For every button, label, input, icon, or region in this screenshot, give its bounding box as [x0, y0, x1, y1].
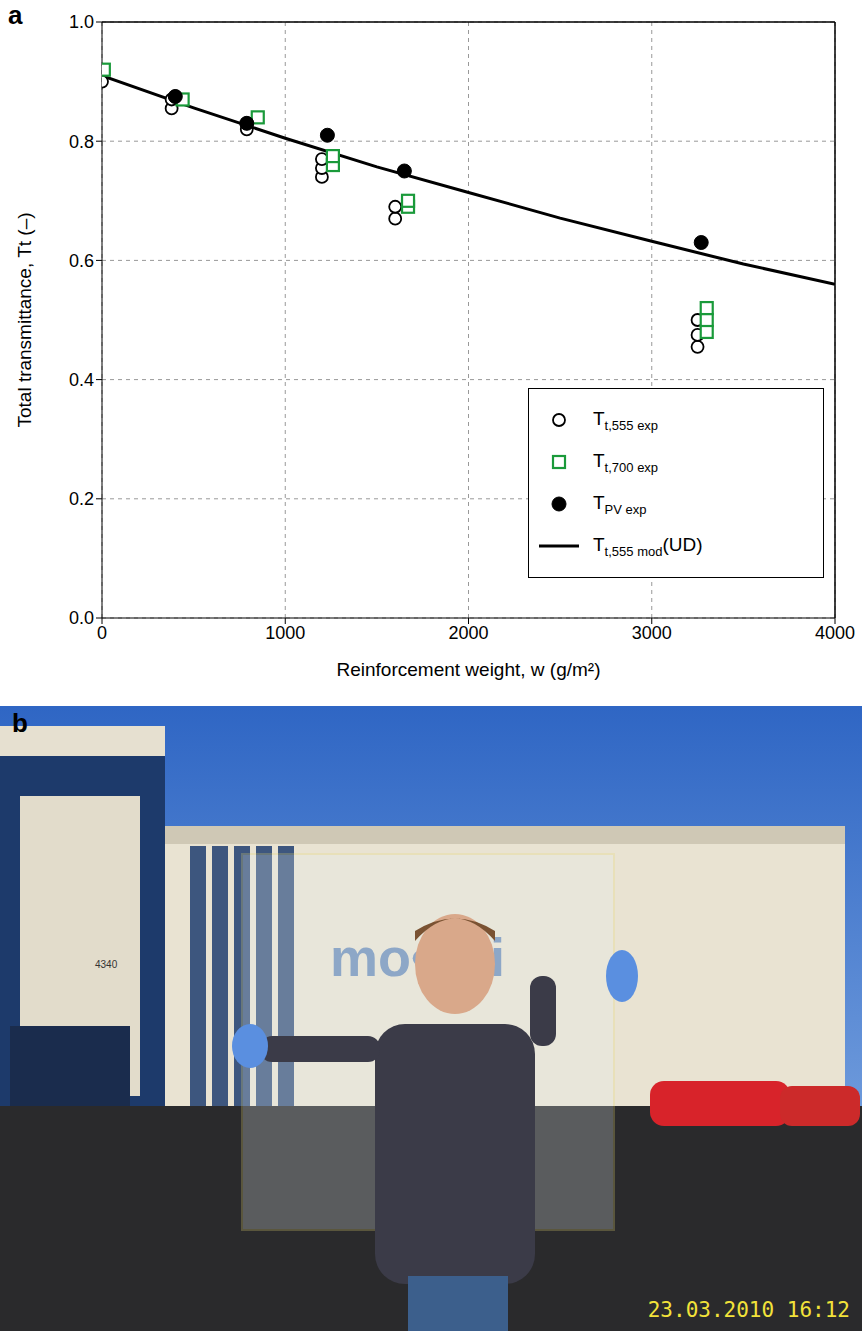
html-text:Tt,700 exp: Tt,700 exp [593, 449, 659, 475]
html-text:a: a [8, 0, 23, 30]
svg-text:23.03.2010 16:12: 23.03.2010 16:12 [648, 1298, 850, 1322]
svg-text:Reinforcement weight, w (g/m²): Reinforcement weight, w (g/m²) [337, 659, 601, 680]
html-text:Tt,555 mod(UD): Tt,555 mod(UD) [593, 533, 703, 559]
svg-text:4000: 4000 [815, 623, 855, 643]
html-text:Tt,555 exp: Tt,555 exp [593, 407, 659, 433]
svg-text:Total transmittance, Tt (–): Total transmittance, Tt (–) [14, 212, 35, 427]
svg-text:4340: 4340 [95, 959, 118, 970]
svg-text:0.2: 0.2 [69, 489, 94, 509]
svg-text:0.0: 0.0 [69, 608, 94, 628]
svg-text:2000: 2000 [448, 623, 488, 643]
svg-text:0.6: 0.6 [69, 251, 94, 271]
svg-text:3000: 3000 [632, 623, 672, 643]
svg-text:0: 0 [97, 623, 107, 643]
svg-text:1.0: 1.0 [69, 12, 94, 32]
svg-text:0.4: 0.4 [69, 370, 94, 390]
html-text:TPV exp: TPV exp [593, 491, 647, 517]
svg-text:0.8: 0.8 [69, 132, 94, 152]
svg-text:1000: 1000 [265, 623, 305, 643]
svg-text:b: b [12, 708, 28, 738]
